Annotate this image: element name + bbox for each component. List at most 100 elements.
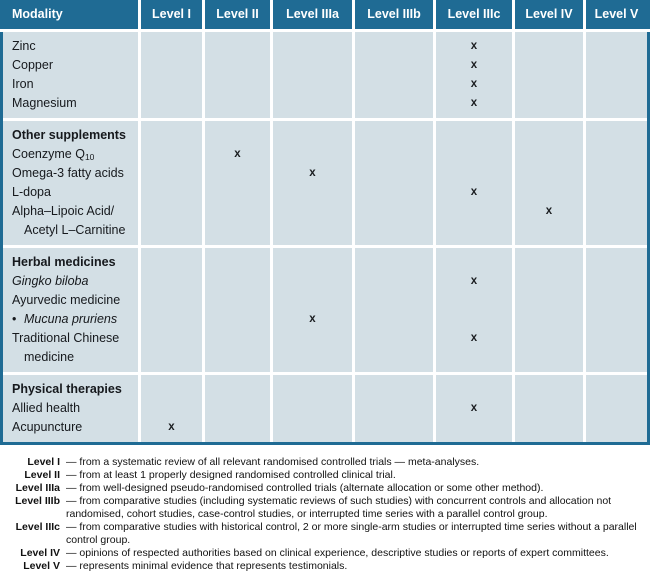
table-row: Copper x [3, 56, 647, 75]
x-mark: x [470, 186, 478, 198]
empty-level-cell [141, 248, 202, 272]
footnote-text: — from well-designed pseudo-randomised c… [66, 482, 544, 494]
empty-level-cell [355, 32, 433, 56]
empty-level-cell [205, 164, 270, 183]
row-label: Allied health [3, 399, 138, 418]
table-row: • Mucuna pruriens x [3, 310, 647, 329]
empty-level-cell [586, 121, 647, 145]
footnote-item: Level I — from a systematic review of all… [2, 456, 646, 469]
empty-level-cell [515, 75, 583, 94]
column-header-level-v: Level V [586, 0, 647, 29]
row-label: Zinc [3, 32, 138, 56]
empty-level-cell [355, 291, 433, 310]
row-label-text: Ayurvedic medicine [12, 293, 121, 307]
x-mark: x [309, 313, 316, 325]
x-mark: x [470, 97, 478, 109]
empty-level-cell [273, 329, 352, 372]
table-row: Alpha–Lipoic Acid/Acetyl L–Carnitine x [3, 202, 647, 245]
footnote-item: Level V — represents minimal evidence tha… [2, 560, 646, 573]
empty-level-cell [205, 75, 270, 94]
table-row: Zinc x [3, 32, 647, 56]
column-header-level-iv: Level IV [515, 0, 583, 29]
empty-level-cell [515, 291, 583, 310]
empty-level-cell [515, 375, 583, 399]
footnote-text: — represents minimal evidence that repre… [66, 560, 348, 572]
x-mark: x [470, 402, 478, 414]
empty-level-cell [515, 310, 583, 329]
evidence-mark-cell: x [436, 32, 512, 56]
empty-level-cell [141, 121, 202, 145]
empty-level-cell [586, 56, 647, 75]
empty-level-cell [205, 183, 270, 202]
empty-level-cell [141, 75, 202, 94]
empty-level-cell [515, 56, 583, 75]
row-label-text: L-dopa [12, 185, 51, 199]
empty-level-cell [205, 375, 270, 399]
empty-level-cell [355, 399, 433, 418]
empty-level-cell [586, 32, 647, 56]
evidence-mark-cell: x [141, 418, 202, 442]
footnote-item: Level II — from at least 1 properly desig… [2, 469, 646, 482]
row-label-text: Traditional Chinese [12, 331, 120, 345]
empty-level-cell [355, 183, 433, 202]
row-label-line2: Acetyl L–Carnitine [24, 223, 126, 237]
table-row: Allied health x [3, 399, 647, 418]
row-label: Coenzyme Q10 [3, 145, 138, 164]
empty-level-cell [273, 56, 352, 75]
evidence-mark-cell: x [205, 145, 270, 164]
column-header-modality: Modality [3, 0, 138, 29]
empty-level-cell [586, 94, 647, 118]
empty-level-cell [436, 202, 512, 245]
evidence-mark-cell: x [436, 75, 512, 94]
empty-level-cell [436, 145, 512, 164]
empty-level-cell [515, 329, 583, 372]
empty-level-cell [355, 56, 433, 75]
level-definitions: Level I — from a systematic review of all… [0, 456, 650, 573]
row-label-text: Omega-3 fatty acids [12, 166, 124, 180]
empty-level-cell [355, 272, 433, 291]
empty-level-cell [355, 145, 433, 164]
row-label-text: Alpha–Lipoic Acid/ [12, 204, 115, 218]
x-mark: x [545, 205, 553, 217]
x-mark: x [470, 275, 478, 287]
empty-level-cell [273, 183, 352, 202]
row-label-text: Acupuncture [12, 420, 83, 434]
empty-level-cell [273, 399, 352, 418]
empty-level-cell [436, 310, 512, 329]
empty-level-cell [273, 94, 352, 118]
empty-level-cell [205, 121, 270, 145]
empty-level-cell [205, 202, 270, 245]
empty-level-cell [141, 164, 202, 183]
empty-level-cell [205, 329, 270, 372]
evidence-mark-cell: x [436, 329, 512, 372]
empty-level-cell [515, 32, 583, 56]
empty-level-cell [586, 202, 647, 245]
footnote-label: Level I [27, 456, 60, 468]
empty-level-cell [205, 418, 270, 442]
empty-level-cell [586, 272, 647, 291]
empty-level-cell [586, 418, 647, 442]
evidence-mark-cell: x [436, 56, 512, 75]
row-label: Iron [3, 75, 138, 94]
empty-level-cell [141, 399, 202, 418]
empty-level-cell [586, 145, 647, 164]
empty-level-cell [205, 248, 270, 272]
empty-level-cell [515, 121, 583, 145]
empty-level-cell [205, 32, 270, 56]
empty-level-cell [273, 121, 352, 145]
empty-level-cell [515, 145, 583, 164]
footnote-label: Level IV [20, 547, 60, 559]
table-row: Ayurvedic medicine [3, 291, 647, 310]
empty-level-cell [436, 248, 512, 272]
row-label-text: Gingko biloba [12, 274, 89, 288]
footnote-label: Level II [24, 469, 60, 481]
column-header-level-i: Level I [141, 0, 202, 29]
x-mark: x [470, 59, 478, 71]
evidence-mark-cell: x [436, 272, 512, 291]
empty-level-cell [273, 248, 352, 272]
x-mark: x [234, 148, 241, 160]
row-label: Magnesium [3, 94, 138, 118]
empty-level-cell [273, 145, 352, 164]
empty-level-cell [436, 291, 512, 310]
